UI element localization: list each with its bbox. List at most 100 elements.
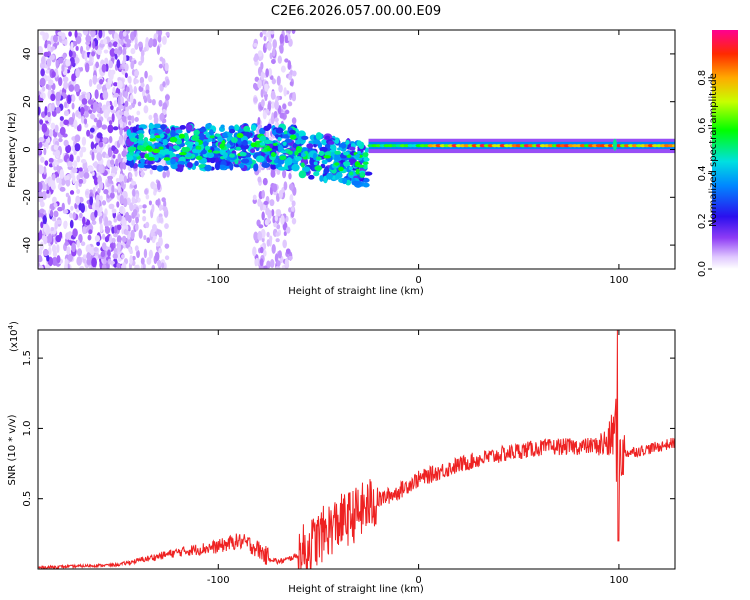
- snr-y-scale-exponent: 4: [7, 324, 15, 329]
- heatmap-cell: [342, 151, 349, 156]
- heatmap-cell: [66, 246, 71, 255]
- heatmap-cell: [101, 200, 107, 206]
- heatmap-cell: [133, 153, 140, 157]
- heatmap-cell: [253, 163, 259, 172]
- heatmap-cell: [326, 172, 333, 180]
- heatmap-cell: [323, 155, 332, 159]
- heatmap-cell: [117, 183, 121, 194]
- heatmap-cell: [267, 102, 272, 112]
- heatmap-cell: [122, 161, 127, 170]
- heatmap-cell: [50, 46, 56, 51]
- heatmap-cell: [267, 41, 272, 51]
- heatmap-cell: [117, 153, 122, 163]
- heatmap-cell: [91, 220, 97, 225]
- heatmap-cell: [109, 260, 115, 265]
- heatmap-cell: [123, 197, 128, 208]
- heatmap-cell: [263, 200, 269, 206]
- heatmap-cell: [79, 265, 85, 269]
- heatmap-cell: [67, 160, 73, 168]
- heatmap-cell: [61, 64, 65, 72]
- heatmap-cell: [89, 134, 94, 139]
- heatmap-cell: [209, 135, 215, 139]
- heatmap-cell: [120, 96, 125, 105]
- heatmap-cell: [134, 223, 139, 231]
- heatmap-cell: [143, 105, 149, 114]
- heatmap-cell: [252, 194, 257, 201]
- heatmap-cell: [109, 235, 113, 244]
- heatmap-cell: [69, 190, 75, 195]
- heatmap-cell: [206, 152, 215, 159]
- heatmap-cell: [306, 143, 314, 149]
- heatmap-cell: [88, 109, 93, 114]
- heatmap-cell: [261, 211, 265, 221]
- heatmap-cell: [96, 132, 103, 139]
- heatmap-cell: [135, 193, 139, 200]
- heatmap-cell: [101, 242, 107, 251]
- heatmap-cell: [116, 201, 120, 208]
- heatmap-cell: [112, 126, 119, 131]
- heatmap-cell: [158, 229, 163, 239]
- heatmap-cell: [118, 46, 123, 51]
- heatmap-cell: [323, 166, 330, 175]
- heatmap-cell: [362, 161, 369, 165]
- heatmap-cell: [266, 147, 273, 152]
- heatmap-cell: [103, 189, 109, 195]
- heatmap-cell: [298, 170, 307, 179]
- heatmap-cell: [129, 202, 134, 212]
- heatmap-cell: [120, 254, 125, 259]
- heatmap-cell: [280, 150, 287, 154]
- heatmap-cell: [162, 138, 168, 146]
- heatmap-cell: [126, 154, 131, 158]
- heatmap-cell: [42, 32, 48, 42]
- heatmap-cell: [48, 157, 54, 163]
- heatmap-cell: [110, 70, 114, 81]
- heatmap-cell: [277, 105, 282, 115]
- heatmap-cell: [38, 191, 43, 198]
- heatmap-cell: [128, 76, 132, 84]
- colorbar-tick-label: 0.2: [697, 213, 708, 229]
- heatmap-cell: [98, 216, 103, 223]
- heatmap-cell: [151, 165, 159, 171]
- heatmap-cell: [255, 155, 265, 163]
- heatmap-cell: [276, 208, 282, 217]
- heatmap-cell: [155, 153, 163, 158]
- heatmap-y-label: Frequency (Hz): [7, 112, 18, 188]
- heatmap-cell: [241, 139, 248, 146]
- heatmap-cell: [315, 132, 323, 140]
- heatmap-cell: [318, 150, 325, 157]
- heatmap-cell: [294, 156, 302, 161]
- heatmap-cell: [214, 133, 221, 138]
- heatmap-cell: [124, 72, 128, 79]
- heatmap-cell: [222, 132, 228, 138]
- heatmap-cell: [342, 177, 348, 185]
- heatmap-cell: [271, 78, 276, 85]
- colorbar: [712, 30, 738, 269]
- heatmap-cell: [266, 231, 270, 238]
- heatmap-cell: [48, 246, 52, 256]
- heatmap-cell: [73, 83, 80, 93]
- heatmap-cell: [209, 129, 214, 136]
- heatmap-cell: [56, 244, 60, 253]
- heatmap-cell: [165, 78, 170, 86]
- heatmap-cell: [155, 241, 161, 247]
- heatmap-cell: [122, 47, 127, 56]
- heatmap-cell: [42, 181, 46, 189]
- heatmap-cell: [217, 164, 227, 169]
- heatmap-cell: [103, 49, 109, 54]
- heatmap-cell: [62, 53, 67, 60]
- heatmap-cell: [270, 151, 276, 158]
- heatmap-cell: [257, 116, 261, 127]
- heatmap-cell: [285, 226, 291, 234]
- heatmap-cell: [348, 171, 354, 176]
- heatmap-cell: [44, 116, 50, 121]
- heatmap-cell: [38, 265, 44, 269]
- heatmap-cell: [261, 237, 265, 243]
- heatmap-cell: [39, 229, 43, 240]
- heatmap-cell: [131, 220, 135, 226]
- heatmap-cell: [122, 31, 127, 37]
- heatmap-cell: [76, 125, 81, 132]
- heatmap-cell: [123, 110, 129, 117]
- x-tick-label: -100: [207, 575, 230, 586]
- heatmap-cell: [46, 189, 50, 194]
- heatmap-cell: [132, 209, 138, 217]
